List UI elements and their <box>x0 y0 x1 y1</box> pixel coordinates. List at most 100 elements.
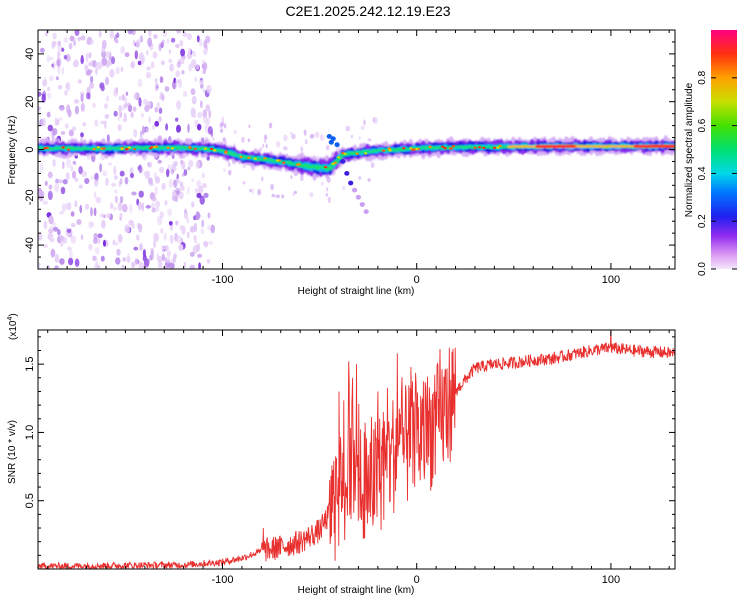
spectrogram-noise-dot <box>102 170 108 177</box>
spectrogram-noise-dot <box>43 244 48 248</box>
spectrogram-noise-dot <box>116 248 121 256</box>
spectrogram-noise-dot <box>197 123 202 131</box>
spectrogram-noise-dot <box>54 117 58 126</box>
spectrogram-noise-dot <box>175 220 179 226</box>
spectrogram-disturbance-blob <box>326 134 332 139</box>
spectrogram-track-band <box>327 165 334 171</box>
spectrogram-noise-dot <box>300 146 304 152</box>
spectrogram-noise-dot <box>61 47 65 52</box>
spectrogram-track <box>38 135 675 181</box>
spectrogram-noise-dot <box>155 200 161 208</box>
spectrogram-noise-dot <box>49 225 54 231</box>
spectrogram-noise-dot <box>122 257 126 262</box>
spectrogram-disturbance-blob <box>330 136 336 142</box>
spectrogram-hotspot <box>388 149 392 152</box>
spectrogram-noise-dot <box>104 114 110 119</box>
spectrogram-noise-dot <box>152 124 155 130</box>
spectrogram-noise-dot <box>96 61 102 70</box>
spectrogram-noise-dot <box>309 192 314 198</box>
spectrogram-noise-dot <box>207 225 212 231</box>
spectrogram-noise-dot <box>115 257 121 265</box>
spectrogram-noise-dot <box>66 158 72 168</box>
colorbar-gradient <box>711 30 737 269</box>
spectrogram-hotspot <box>482 146 486 149</box>
spectrogram-noise-dot <box>136 234 140 241</box>
spectrogram-noise-dot <box>135 39 141 49</box>
spectrogram-noise-dot <box>65 82 69 90</box>
spectrogram-panel: -100 0 100 -40 -20 0 20 40 Height of straight l… <box>7 29 676 297</box>
spectrogram-noise-dot <box>197 253 203 258</box>
spectrogram-hotspot <box>253 157 257 160</box>
spectrogram-noise-dot <box>100 213 104 218</box>
spectrogram-noise-dot <box>106 134 110 144</box>
spectrogram-noise-dot <box>114 189 118 194</box>
spectrogram-noise-dot <box>147 37 153 47</box>
spectrogram-noise-dot <box>223 168 226 172</box>
spectrogram-noise-dot <box>283 146 288 151</box>
spectrogram-noise-dot <box>38 91 42 97</box>
spectrogram-noise-dot <box>242 181 246 185</box>
spectrogram-noise-dot <box>191 95 197 105</box>
spectrogram-noise-dot <box>263 134 268 141</box>
snr-scale-label: (x10 <box>8 320 19 340</box>
spectrogram-noise-dot <box>358 175 362 181</box>
spectrogram-noise-dot <box>189 264 196 269</box>
spectrogram-noise-dot <box>122 203 128 213</box>
spectrogram-noise-dot <box>76 219 82 225</box>
spectrogram-noise-dot <box>61 203 67 212</box>
spectrogram-noise-dot <box>168 58 173 64</box>
spectrogram-hotspot <box>415 147 419 150</box>
spectrogram-noise-dot <box>94 178 99 187</box>
spectrogram-noise-dot <box>325 192 328 197</box>
figure-title: C2E1.2025.242.12.19.E23 <box>285 3 450 19</box>
spectrogram-noise-dot <box>151 207 156 213</box>
spectrogram-noise-dot <box>105 177 109 186</box>
spectrogram-noise-dot <box>54 182 60 193</box>
spectrogram-noise-dot <box>373 117 378 125</box>
spectrogram-noise-dot <box>163 232 167 241</box>
spectrogram-noise-dot <box>95 67 98 76</box>
spectrogram-noise-dot <box>140 55 145 63</box>
spectrogram-noise-dot <box>251 188 254 194</box>
spectrogram-noise-dot <box>342 185 346 190</box>
spectrogram-noise-dot <box>113 87 118 97</box>
spectrogram-noise-dot <box>42 118 46 126</box>
spectrogram-noise-dot <box>196 243 201 252</box>
spectrogram-noise-dot <box>208 240 214 245</box>
spectrogram-noise-dot <box>179 40 184 47</box>
spectrogram-noise-dot <box>131 191 137 196</box>
spectrogram-noise-dot <box>151 196 157 202</box>
spectrogram-noise-dot <box>206 156 210 161</box>
spectrogram-noise-dot <box>168 221 173 226</box>
spectrogram-hotspot <box>443 147 447 150</box>
spectrogram-noise-dot <box>175 117 179 122</box>
spectrogram-hotspot <box>224 151 228 154</box>
spectrogram-noise-dot <box>159 76 164 84</box>
spectrogram-noise-dot <box>101 57 107 66</box>
spectrogram-noise-dot <box>137 60 142 66</box>
spectrogram-noise-dot <box>128 203 133 214</box>
spectrogram-noise-dot <box>117 234 123 243</box>
spectrogram-noise-dot <box>170 169 175 175</box>
spectrogram-noise-dot <box>181 225 186 235</box>
spectrogram-noise-dot <box>121 94 125 101</box>
spectrogram-disturbance-blob <box>334 142 340 148</box>
spectrogram-noise-dot <box>70 223 76 228</box>
spectrogram-noise-dot <box>160 228 163 234</box>
snr-series-line <box>38 330 675 569</box>
spectrogram-noise-dot <box>203 48 208 56</box>
spectrogram-noise-dot <box>103 214 106 219</box>
spectrogram-noise-dot <box>78 184 83 189</box>
spectrogram-hotspot <box>355 152 359 155</box>
spectrogram-noise-dot <box>79 205 82 214</box>
spectrogram-noise-dot <box>80 35 86 41</box>
spectrogram-noise-dot <box>42 200 49 205</box>
colorbar-label: Normalized spectral amplitude <box>684 82 695 217</box>
spectrogram-noise-dot <box>124 176 129 185</box>
spectrogram-hotspot <box>133 148 137 151</box>
spectrogram-noise-dot <box>164 200 168 206</box>
spectrogram-noise-dot <box>201 219 204 228</box>
spectrogram-disturbance <box>326 134 369 215</box>
spectrogram-noise-dot <box>47 124 53 132</box>
spectrogram-noise-dot <box>166 168 170 178</box>
